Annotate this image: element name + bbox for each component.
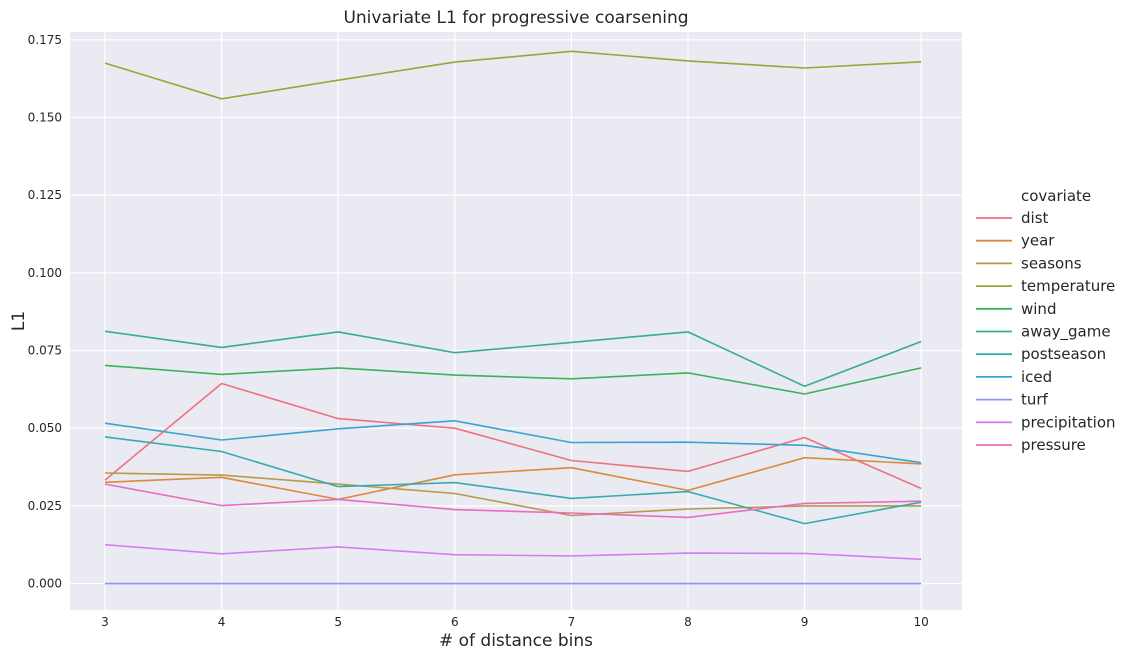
series-line-iced [104, 419, 922, 464]
series-line-dist [104, 382, 922, 490]
legend-label-pressure: pressure [1021, 436, 1086, 454]
legend-label-iced: iced [1021, 368, 1052, 386]
legend-label-seasons: seasons [1021, 254, 1082, 272]
y-axis-title: L1 [9, 311, 29, 331]
x-tick-label: 7 [568, 615, 576, 629]
chart-title: Univariate L1 for progressive coarsening [343, 8, 688, 28]
x-tick-label: 5 [334, 615, 342, 629]
x-tick-label: 3 [101, 615, 109, 629]
y-tick-label: 0.075 [28, 344, 62, 358]
y-tick-label: 0.175 [28, 33, 62, 47]
legend-label-dist: dist [1021, 209, 1049, 227]
y-tick-label: 0.000 [28, 577, 62, 591]
y-tick-label: 0.125 [28, 188, 62, 202]
y-tick-label: 0.050 [28, 421, 62, 435]
x-tick-label: 4 [218, 615, 226, 629]
legend-label-away_game: away_game [1021, 323, 1111, 342]
y-tick-label: 0.150 [28, 110, 62, 124]
series-line-precipitation [104, 543, 922, 561]
series-line-year [104, 456, 922, 501]
legend: covariate dist year seasons temperature wind… [976, 187, 1116, 454]
series-lines [104, 50, 922, 585]
series-line-away_game [104, 330, 922, 388]
series-line-wind [104, 364, 922, 395]
x-tick-label: 10 [914, 615, 929, 629]
legend-label-wind: wind [1021, 300, 1056, 318]
y-tick-label: 0.100 [28, 266, 62, 280]
grid-lines [70, 32, 962, 610]
legend-label-postseason: postseason [1021, 345, 1106, 363]
legend-label-temperature: temperature [1021, 277, 1115, 295]
series-line-postseason [104, 436, 922, 525]
y-tick-label: 0.025 [28, 499, 62, 513]
legend-title: covariate [1021, 187, 1091, 205]
x-axis-ticks: 3 4 5 6 7 8 9 10 [101, 615, 929, 629]
x-tick-label: 9 [801, 615, 809, 629]
x-axis-title: # of distance bins [439, 631, 593, 651]
plot-area [70, 32, 962, 610]
legend-label-precipitation: precipitation [1021, 413, 1116, 431]
series-line-pressure [104, 483, 922, 519]
y-axis-ticks: 0.000 0.025 0.050 0.075 0.100 0.125 0.150 0.175 [28, 33, 62, 591]
x-tick-label: 8 [684, 615, 692, 629]
legend-label-turf: turf [1021, 391, 1049, 409]
x-tick-label: 6 [451, 615, 459, 629]
legend-label-year: year [1021, 232, 1055, 250]
series-line-temperature [104, 50, 922, 100]
